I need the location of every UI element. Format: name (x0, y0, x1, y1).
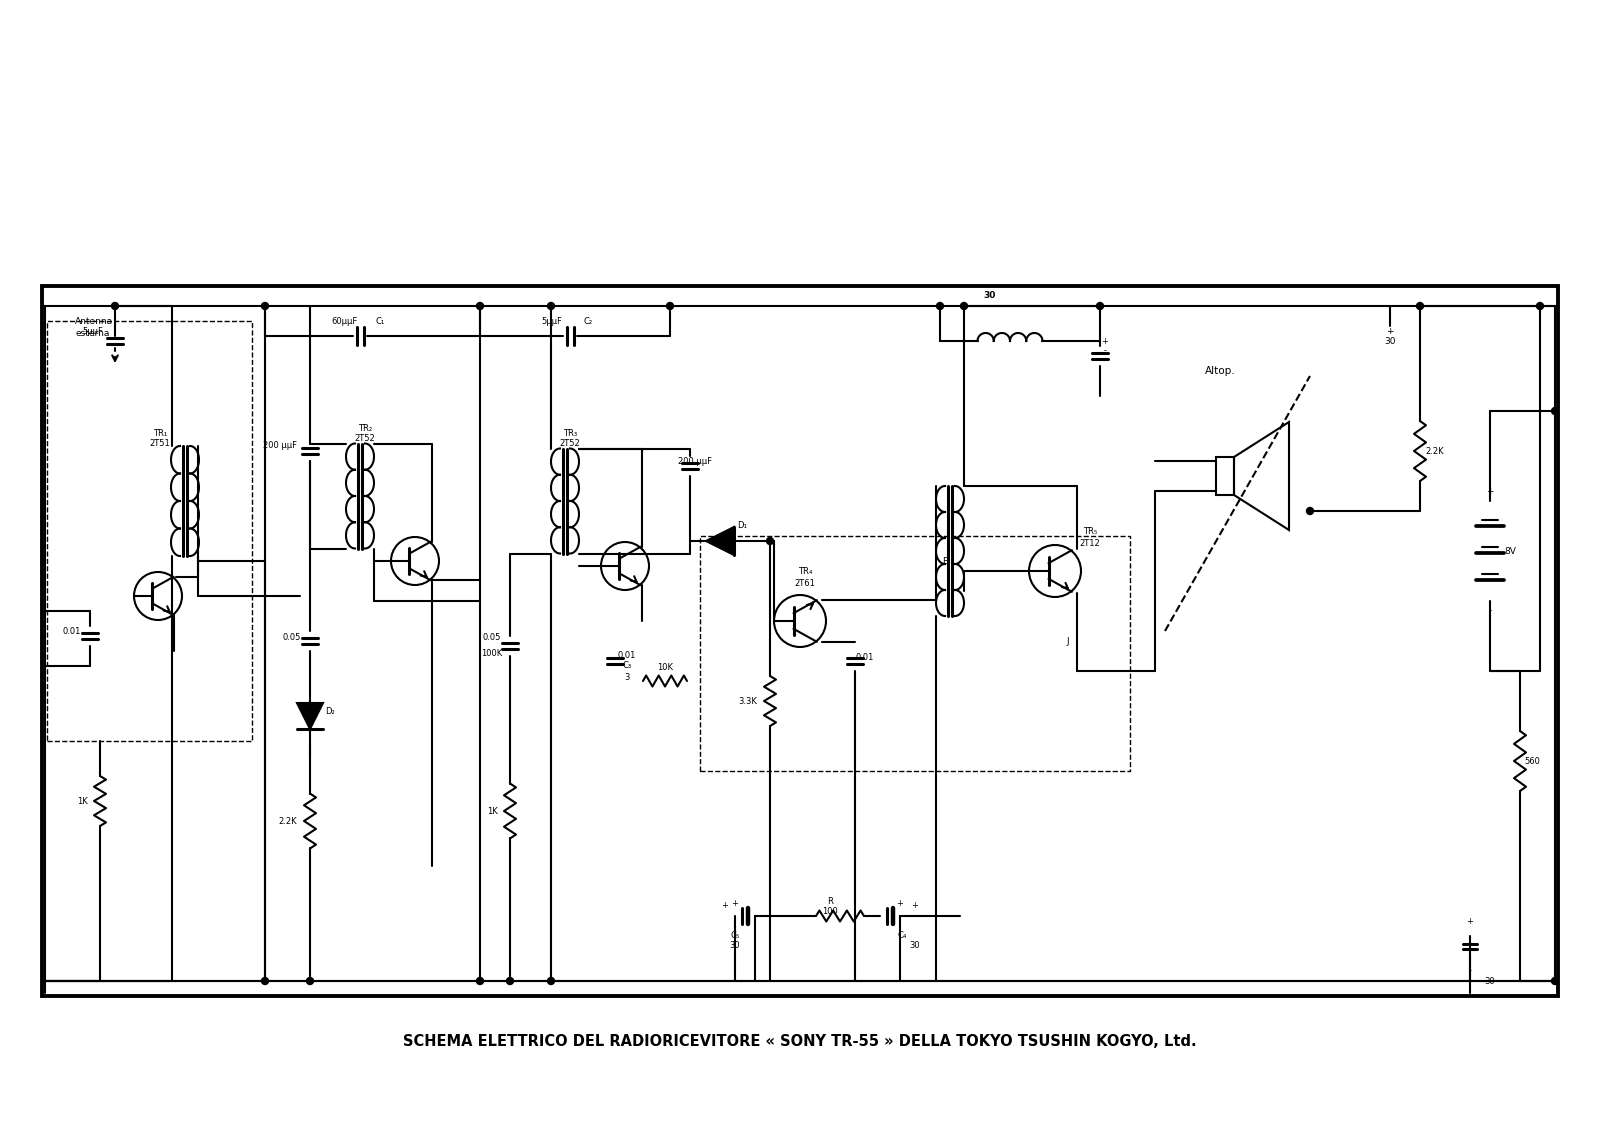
Text: 10K: 10K (658, 663, 674, 672)
Text: 100: 100 (822, 907, 838, 915)
Circle shape (112, 302, 118, 310)
Text: Antenna: Antenna (75, 317, 114, 326)
Bar (701, 536, 1130, 771)
Text: 8V: 8V (1504, 546, 1515, 555)
Bar (1216, 457, 1234, 495)
Text: 100K: 100K (482, 649, 502, 658)
Circle shape (307, 977, 314, 984)
Text: +: + (731, 898, 739, 907)
Text: TR₅: TR₅ (1083, 527, 1098, 535)
Text: 30: 30 (730, 941, 741, 950)
Text: 5μμF: 5μμF (541, 317, 563, 326)
Text: B: B (942, 556, 949, 566)
Text: TR₃: TR₃ (563, 429, 578, 438)
Text: C₂: C₂ (584, 317, 592, 326)
Circle shape (667, 302, 674, 310)
Text: C₅: C₅ (730, 932, 739, 941)
Circle shape (1416, 302, 1424, 310)
Text: D₂: D₂ (325, 707, 334, 716)
Bar (46, 321, 253, 741)
Text: 30: 30 (910, 941, 920, 950)
Text: 0.01: 0.01 (618, 650, 637, 659)
Text: 3: 3 (624, 673, 630, 682)
Text: +: + (1386, 327, 1394, 336)
Circle shape (1552, 407, 1558, 414)
Polygon shape (298, 703, 323, 729)
Text: Altop.: Altop. (1205, 366, 1235, 375)
Text: +: + (912, 901, 918, 910)
Circle shape (766, 537, 773, 544)
Text: 1K: 1K (77, 796, 88, 805)
Text: +: + (896, 898, 904, 907)
Text: TR₁: TR₁ (154, 430, 166, 439)
Text: 0.05: 0.05 (483, 633, 501, 642)
Text: SCHEMA ELETTRICO DEL RADIORICEVITORE « SONY TR-55 » DELLA TOKYO TSUSHIN KOGYO, L: SCHEMA ELETTRICO DEL RADIORICEVITORE « S… (403, 1034, 1197, 1048)
Text: +: + (722, 901, 728, 910)
Text: -: - (1488, 606, 1491, 615)
Text: 60μμF: 60μμF (331, 317, 358, 326)
Circle shape (507, 977, 514, 984)
Text: 3.3K: 3.3K (739, 697, 757, 706)
Text: 2T51: 2T51 (150, 440, 170, 449)
Text: C₃: C₃ (622, 662, 632, 671)
Circle shape (1096, 302, 1104, 310)
Circle shape (477, 302, 483, 310)
Circle shape (936, 302, 944, 310)
Circle shape (547, 302, 555, 310)
Text: 1K: 1K (486, 806, 498, 815)
Text: 30: 30 (984, 292, 997, 301)
Text: 2T12: 2T12 (1080, 538, 1101, 547)
Circle shape (261, 302, 269, 310)
Text: +: + (1486, 486, 1494, 495)
Text: +: + (1101, 337, 1109, 345)
Text: -: - (1104, 346, 1107, 355)
Text: TR₄: TR₄ (798, 567, 813, 576)
Text: 30: 30 (1384, 337, 1395, 345)
Text: 560: 560 (1525, 757, 1539, 766)
Text: C₁: C₁ (376, 317, 384, 326)
Polygon shape (706, 527, 734, 555)
Text: 2.2K: 2.2K (1426, 447, 1445, 456)
Circle shape (1536, 302, 1544, 310)
Text: C₄: C₄ (898, 932, 907, 941)
Circle shape (960, 302, 968, 310)
Text: 2T52: 2T52 (560, 439, 581, 448)
Text: 2T61: 2T61 (795, 578, 816, 587)
Text: 5μμF: 5μμF (83, 327, 104, 336)
Text: 0.05: 0.05 (283, 632, 301, 641)
Text: 0.01: 0.01 (856, 653, 874, 662)
Text: J: J (1067, 637, 1069, 646)
Text: D₁: D₁ (738, 521, 747, 530)
Circle shape (547, 977, 555, 984)
Text: 0.01: 0.01 (62, 628, 82, 637)
Text: TR₂: TR₂ (358, 424, 373, 433)
Text: R: R (827, 897, 834, 906)
Circle shape (477, 977, 483, 984)
Text: esterna: esterna (75, 329, 109, 338)
Text: 2T52: 2T52 (355, 434, 376, 443)
Text: 200 μμF: 200 μμF (262, 441, 298, 450)
Text: +: + (1467, 916, 1474, 925)
Text: 2.2K: 2.2K (278, 817, 298, 826)
Circle shape (1552, 977, 1558, 984)
Circle shape (1307, 508, 1314, 515)
Circle shape (261, 977, 269, 984)
Text: 30: 30 (1485, 976, 1496, 985)
Bar (42, 286, 1558, 996)
Text: 200 μμF: 200 μμF (678, 458, 712, 466)
Text: -: - (1469, 967, 1472, 976)
